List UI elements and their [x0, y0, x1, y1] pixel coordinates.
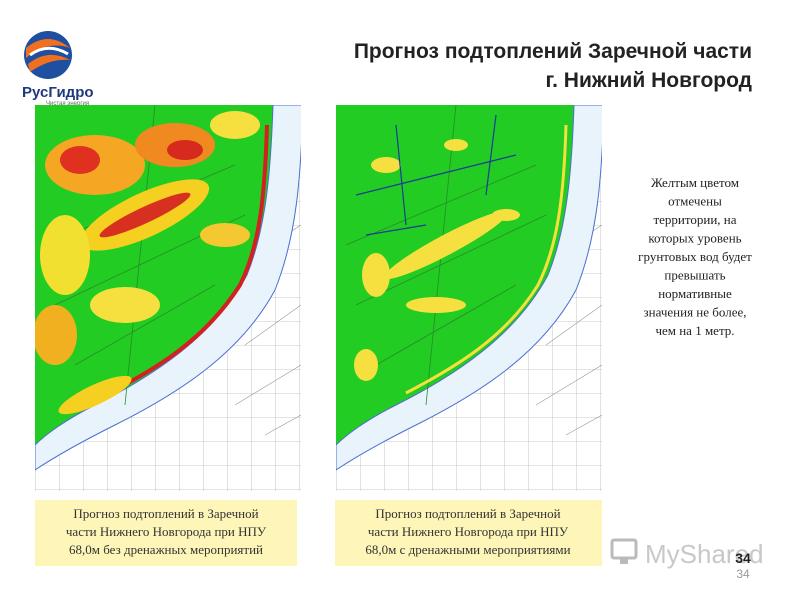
map-caption: 68,0м без дренажных мероприятий [69, 542, 263, 557]
note-line: Желтым цветом [651, 175, 739, 190]
page-number: 34 [735, 550, 751, 566]
map-caption: Прогноз подтоплений в Заречной [375, 506, 560, 521]
map-right [336, 105, 602, 491]
note-line: которых уровень [648, 231, 741, 246]
note-line: отмечены [668, 194, 722, 209]
flood-zones [354, 114, 568, 395]
note-line: территории, на [653, 212, 736, 227]
note-line: грунтовых вод будет [638, 249, 752, 264]
caption-box [35, 500, 297, 566]
note-line: значения не более, [644, 305, 747, 320]
map-caption: части Нижнего Новгорода при НПУ [66, 524, 267, 539]
logo-slogan: Чистая энергия [46, 101, 89, 107]
note-line: чем на 1 метр. [655, 323, 734, 338]
note-line: превышать [664, 268, 725, 283]
note-line: нормативные [658, 286, 732, 301]
flood-zones [35, 111, 269, 415]
title-line: Прогноз подтоплений Заречной части [354, 40, 752, 63]
logo [24, 31, 72, 79]
title-line: г. Нижний Новгород [545, 69, 752, 92]
note: Желтым цветом отмечены территории, на котор… [638, 175, 752, 338]
caption-box [335, 500, 602, 566]
watermark: MyShared [645, 539, 764, 569]
watermark-icon [610, 538, 638, 564]
map-caption: Прогноз подтоплений в Заречной [73, 506, 258, 521]
logo-name: РусГидро [22, 84, 94, 101]
map-caption: части Нижнего Новгорода при НПУ [368, 524, 569, 539]
page-number-footer: 34 [736, 567, 750, 581]
map-left [35, 105, 301, 491]
map-caption: 68,0м с дренажными мероприятиями [365, 542, 570, 557]
